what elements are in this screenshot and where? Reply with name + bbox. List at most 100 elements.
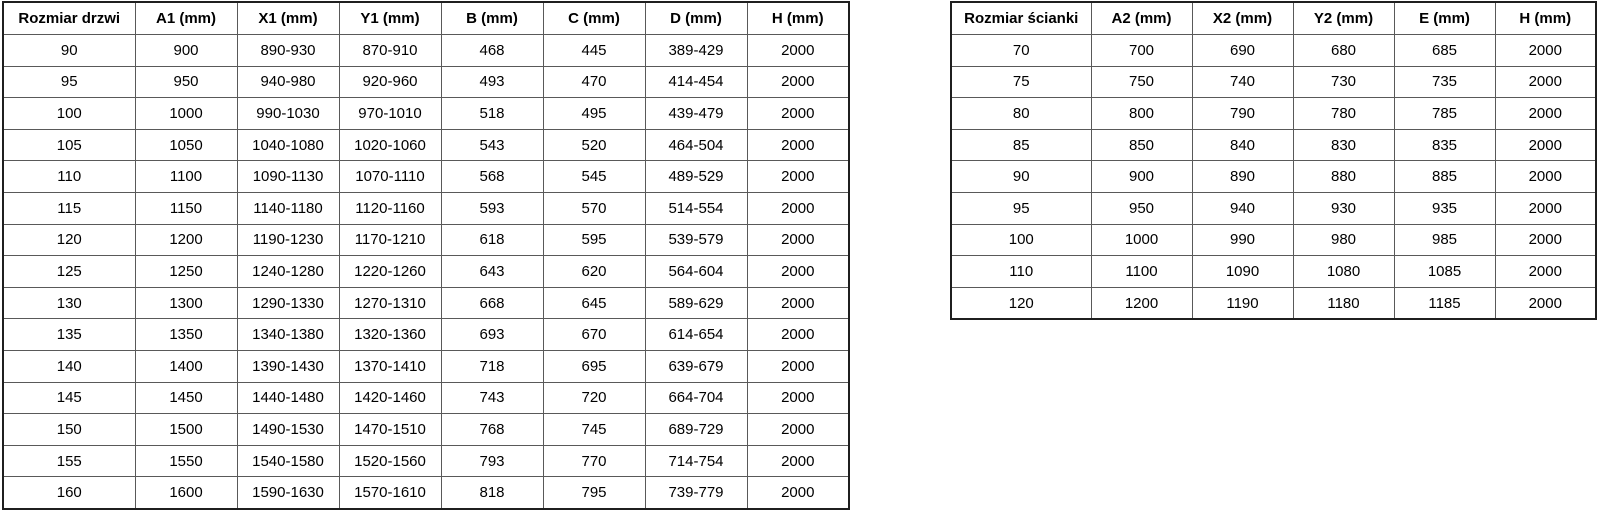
- table-row: 70 700 690 680 685 2000: [950, 34, 1597, 67]
- table-cell: 1090-1130: [236, 160, 340, 193]
- table-cell: 493: [440, 65, 544, 99]
- column-header: C (mm): [542, 1, 646, 35]
- table-cell: 1050: [134, 128, 238, 162]
- column-header: E (mm): [1393, 1, 1496, 35]
- table-cell: 568: [440, 160, 544, 193]
- table-cell: 155: [2, 444, 136, 478]
- table-cell: 100: [950, 223, 1092, 257]
- table-cell: 1190-1230: [236, 223, 340, 257]
- column-header: B (mm): [440, 1, 544, 35]
- table-cell: 468: [440, 34, 544, 67]
- table-cell: 2000: [1494, 286, 1597, 320]
- table-cell: 80: [950, 97, 1092, 130]
- table-cell: 930: [1292, 191, 1395, 225]
- table-cell: 545: [542, 160, 646, 193]
- table-cell: 990-1030: [236, 97, 340, 130]
- table-cell: 714-754: [644, 444, 748, 478]
- table-cell: 1350: [134, 318, 238, 351]
- table-cell: 2000: [1494, 65, 1597, 99]
- table-row: 100 1000 990-1030 970-1010 518 495 439-479 2000: [2, 97, 850, 130]
- table-cell: 980: [1292, 223, 1395, 257]
- table-cell: 1370-1410: [338, 349, 442, 383]
- table-cell: 700: [1090, 34, 1193, 67]
- table-cell: 695: [542, 349, 646, 383]
- table-cell: 1450: [134, 381, 238, 415]
- door-size-table: Rozmiar drzwi A1 (mm) X1 (mm) Y1 (mm) B (mm)…: [2, 1, 850, 510]
- table-cell: 1100: [1090, 255, 1193, 288]
- table-cell: 518: [440, 97, 544, 130]
- table-cell: 1040-1080: [236, 128, 340, 162]
- table-cell: 1140-1180: [236, 191, 340, 225]
- table-cell: 150: [2, 413, 136, 446]
- table-cell: 110: [2, 160, 136, 193]
- table-cell: 495: [542, 97, 646, 130]
- table-cell: 100: [2, 97, 136, 130]
- table-cell: 793: [440, 444, 544, 478]
- table-cell: 470: [542, 65, 646, 99]
- table-cell: 730: [1292, 65, 1395, 99]
- table-cell: 1500: [134, 413, 238, 446]
- table-cell: 110: [950, 255, 1092, 288]
- table-cell: 564-604: [644, 255, 748, 288]
- table-cell: 1180: [1292, 286, 1395, 320]
- table-cell: 2000: [1494, 97, 1597, 130]
- column-header: A1 (mm): [134, 1, 238, 35]
- table-cell: 1300: [134, 286, 238, 320]
- table-cell: 1085: [1393, 255, 1496, 288]
- table-cell: 514-554: [644, 191, 748, 225]
- table-cell: 768: [440, 413, 544, 446]
- table-cell: 539-579: [644, 223, 748, 257]
- table-cell: 618: [440, 223, 544, 257]
- table-cell: 1200: [134, 223, 238, 257]
- table-cell: 120: [950, 286, 1092, 320]
- table-cell: 1020-1060: [338, 128, 442, 162]
- table-row: 160 1600 1590-1630 1570-1610 818 795 739-779 20…: [2, 476, 850, 510]
- table-cell: 940-980: [236, 65, 340, 99]
- table-cell: 2000: [746, 191, 850, 225]
- table-row: 150 1500 1490-1530 1470-1510 768 745 689-729 20…: [2, 413, 850, 446]
- table-cell: 520: [542, 128, 646, 162]
- table-row: 120 1200 1190 1180 1185 2000: [950, 286, 1597, 320]
- table-cell: 689-729: [644, 413, 748, 446]
- table-cell: 389-429: [644, 34, 748, 67]
- table-cell: 2000: [746, 128, 850, 162]
- table-cell: 2000: [746, 97, 850, 130]
- table-cell: 1520-1560: [338, 444, 442, 478]
- column-header: X1 (mm): [236, 1, 340, 35]
- table-cell: 2000: [746, 381, 850, 415]
- table-cell: 780: [1292, 97, 1395, 130]
- table-cell: 1390-1430: [236, 349, 340, 383]
- table-cell: 70: [950, 34, 1092, 67]
- table-cell: 489-529: [644, 160, 748, 193]
- table-cell: 693: [440, 318, 544, 351]
- table-row: 95 950 940-980 920-960 493 470 414-454 2000: [2, 65, 850, 99]
- table-cell: 880: [1292, 160, 1395, 193]
- table-cell: 1090: [1191, 255, 1294, 288]
- table-cell: 2000: [1494, 191, 1597, 225]
- table-cell: 1400: [134, 349, 238, 383]
- table-row: 75 750 740 730 735 2000: [950, 65, 1597, 99]
- table-cell: 2000: [746, 318, 850, 351]
- table-cell: 920-960: [338, 65, 442, 99]
- table-cell: 735: [1393, 65, 1496, 99]
- table-row: 110 1100 1090-1130 1070-1110 568 545 489-529 20…: [2, 160, 850, 193]
- table-cell: 1120-1160: [338, 191, 442, 225]
- table-cell: 95: [950, 191, 1092, 225]
- table-cell: 818: [440, 476, 544, 510]
- wall-size-table-header-row: Rozmiar ścianki A2 (mm) X2 (mm) Y2 (mm) E (m…: [950, 1, 1597, 35]
- table-row: 135 1350 1340-1380 1320-1360 693 670 614-654 20…: [2, 318, 850, 351]
- table-cell: 85: [950, 128, 1092, 162]
- table-row: 90 900 890-930 870-910 468 445 389-429 2000: [2, 34, 850, 67]
- table-cell: 1100: [134, 160, 238, 193]
- table-cell: 664-704: [644, 381, 748, 415]
- table-cell: 543: [440, 128, 544, 162]
- table-cell: 1070-1110: [338, 160, 442, 193]
- table-cell: 414-454: [644, 65, 748, 99]
- table-cell: 1290-1330: [236, 286, 340, 320]
- table-cell: 1250: [134, 255, 238, 288]
- table-cell: 870-910: [338, 34, 442, 67]
- table-cell: 990: [1191, 223, 1294, 257]
- table-cell: 2000: [746, 160, 850, 193]
- table-cell: 120: [2, 223, 136, 257]
- table-cell: 2000: [746, 349, 850, 383]
